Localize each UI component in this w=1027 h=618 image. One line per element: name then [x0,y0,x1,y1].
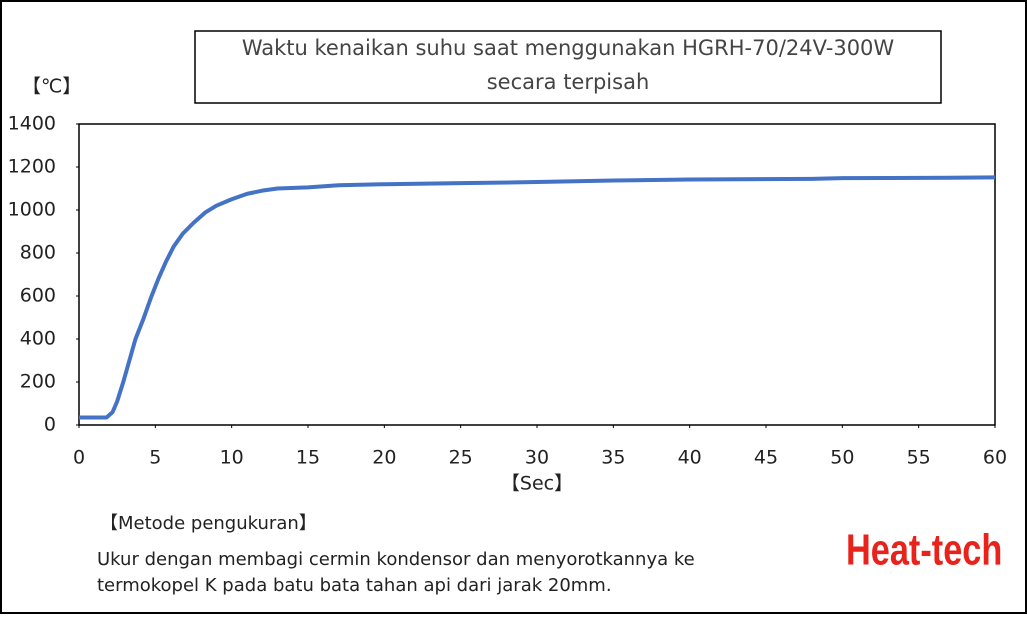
x-tick-label: 5 [149,447,161,469]
y-tick-label: 800 [20,242,56,264]
chart-title: secara terpisah [487,70,650,94]
x-tick-label: 20 [372,447,396,469]
x-tick-label: 60 [983,447,1007,469]
x-tick-label: 50 [830,447,854,469]
y-tick-label: 400 [20,328,56,350]
notes-heading: 【Metode pengukuran】 [100,513,317,534]
x-tick-label: 30 [525,447,549,469]
y-tick-label: 200 [20,371,56,393]
y-tick-label: 600 [20,285,56,307]
y-tick-label: 1200 [8,156,56,178]
y-tick-label: 1400 [8,113,56,135]
logo: Heat-tech [846,526,1002,575]
x-tick-label: 0 [73,447,85,469]
title-box [194,30,942,104]
y-tick-label: 0 [44,414,56,436]
y-tick-label: 1000 [8,199,56,221]
y-axis-label: 【℃】 [22,76,81,98]
x-tick-label: 40 [678,447,702,469]
x-tick-label: 45 [754,447,778,469]
x-tick-label: 10 [220,447,244,469]
x-tick-label: 15 [296,447,320,469]
x-axis-label: 【Sec】 [501,473,573,495]
x-tick-label: 25 [449,447,473,469]
chart-title: Waktu kenaikan suhu saat menggunakan HGR… [242,36,895,60]
x-tick-label: 55 [907,447,931,469]
x-tick-label: 35 [601,447,625,469]
notes-line: termokopel K pada batu bata tahan api da… [97,575,612,596]
data-line [79,175,996,420]
notes-line: Ukur dengan membagi cermin kondensor dan… [97,549,695,570]
